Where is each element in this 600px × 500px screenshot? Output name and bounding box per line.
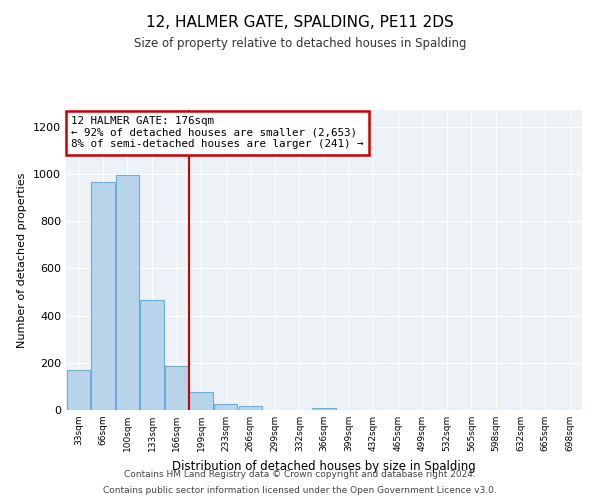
Bar — [190, 392, 213, 410]
Text: Contains public sector information licensed under the Open Government Licence v3: Contains public sector information licen… — [103, 486, 497, 495]
Text: Contains HM Land Registry data © Crown copyright and database right 2024.: Contains HM Land Registry data © Crown c… — [124, 470, 476, 479]
Bar — [214, 404, 238, 410]
X-axis label: Distribution of detached houses by size in Spalding: Distribution of detached houses by size … — [172, 460, 476, 472]
Y-axis label: Number of detached properties: Number of detached properties — [17, 172, 28, 348]
Bar — [140, 300, 164, 410]
Bar — [239, 406, 262, 410]
Text: Size of property relative to detached houses in Spalding: Size of property relative to detached ho… — [134, 38, 466, 51]
Text: 12 HALMER GATE: 176sqm
← 92% of detached houses are smaller (2,653)
8% of semi-d: 12 HALMER GATE: 176sqm ← 92% of detached… — [71, 116, 364, 149]
Bar — [165, 366, 188, 410]
Bar — [67, 370, 90, 410]
Bar — [91, 182, 115, 410]
Bar — [116, 175, 139, 410]
Text: 12, HALMER GATE, SPALDING, PE11 2DS: 12, HALMER GATE, SPALDING, PE11 2DS — [146, 15, 454, 30]
Bar — [313, 408, 335, 410]
